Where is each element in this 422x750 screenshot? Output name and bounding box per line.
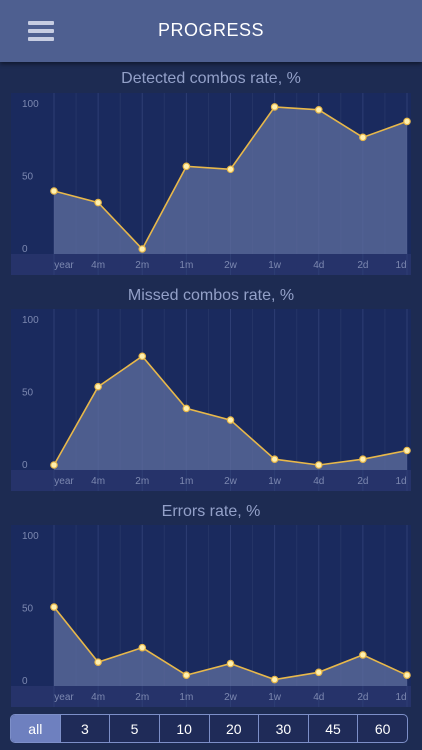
x-tick-label: year	[54, 692, 74, 703]
data-point	[314, 668, 323, 677]
x-tick-label: 1d	[395, 260, 406, 271]
data-point	[270, 455, 279, 464]
x-tick-label: 1w	[268, 692, 282, 703]
y-tick-label: 0	[22, 244, 28, 255]
x-axis-band	[11, 470, 411, 491]
range-option-45[interactable]: 45	[307, 715, 358, 742]
y-tick-label: 50	[22, 604, 34, 615]
y-tick-label: 100	[22, 99, 39, 110]
x-tick-label: 4m	[91, 476, 105, 487]
data-point	[403, 117, 411, 126]
range-option-10[interactable]: 10	[158, 715, 209, 742]
data-point	[50, 603, 58, 611]
data-point	[403, 446, 411, 455]
data-point	[50, 461, 58, 469]
data-point	[138, 643, 147, 652]
chart-title-errors: Errors rate, %	[161, 503, 261, 520]
data-point	[359, 455, 367, 464]
x-tick-label: year	[54, 476, 74, 487]
data-point	[94, 382, 102, 391]
x-tick-label: 1d	[395, 476, 406, 487]
data-point	[182, 671, 191, 680]
x-tick-label: 2d	[357, 692, 368, 703]
data-point	[138, 352, 147, 361]
x-axis-band	[11, 254, 411, 275]
data-point	[270, 675, 279, 684]
x-tick-label: 4d	[313, 692, 324, 703]
x-tick-label: 2d	[357, 476, 368, 487]
data-point	[403, 671, 411, 680]
x-tick-label: 2w	[224, 476, 238, 487]
range-filter: all 3 5 10 20 30 45 60	[10, 714, 408, 743]
x-tick-label: year	[54, 260, 74, 271]
range-option-30[interactable]: 30	[258, 715, 308, 742]
data-point	[50, 187, 58, 195]
data-point	[359, 133, 367, 142]
range-option-60[interactable]: 60	[357, 715, 407, 742]
y-tick-label: 100	[22, 315, 39, 326]
data-point	[314, 105, 323, 114]
series-area	[54, 607, 407, 686]
x-tick-label: 1w	[268, 476, 282, 487]
chart-title-missed-combos: Missed combos rate, %	[127, 287, 295, 304]
y-tick-label: 0	[22, 460, 28, 471]
x-tick-label: 4m	[91, 692, 105, 703]
page-title: PROGRESS	[157, 20, 265, 40]
data-point	[226, 659, 235, 668]
data-point	[226, 165, 235, 174]
x-tick-label: 4m	[91, 260, 105, 271]
x-tick-label: 1m	[179, 692, 193, 703]
data-point	[182, 404, 191, 413]
x-axis-band	[11, 686, 411, 707]
data-point	[314, 461, 323, 469]
x-tick-label: 1m	[179, 260, 193, 271]
y-tick-label: 100	[22, 531, 39, 542]
data-point	[94, 658, 102, 666]
hamburger-menu-icon[interactable]	[28, 21, 54, 41]
series-area	[54, 106, 407, 255]
x-tick-label: 1d	[395, 692, 406, 703]
top-bar: PROGRESS	[0, 0, 422, 62]
y-tick-label: 50	[22, 388, 34, 399]
range-option-3[interactable]: 3	[59, 715, 110, 742]
x-tick-label: 4d	[313, 476, 324, 487]
x-tick-label: 1m	[179, 476, 193, 487]
chart-errors: 100 50 0 year 4m 2m 1m 2w 1w 4d 2d 1d	[0, 525, 422, 709]
data-point	[94, 198, 102, 207]
y-tick-label: 0	[22, 676, 28, 687]
range-option-20[interactable]: 20	[208, 715, 259, 742]
chart-detected-combos: 100 50 0 year 4m 2m 1m 2w 1w 4d 2d 1d	[0, 93, 422, 277]
y-tick-label: 50	[22, 172, 34, 183]
x-tick-label: 4d	[313, 260, 324, 271]
x-tick-label: 2m	[135, 260, 149, 271]
range-option-all[interactable]: all	[11, 715, 60, 742]
data-point	[270, 103, 279, 111]
range-option-5[interactable]: 5	[109, 715, 159, 742]
x-tick-label: 2d	[357, 260, 368, 271]
x-tick-label: 2w	[224, 692, 238, 703]
data-point	[138, 245, 147, 253]
data-point	[226, 416, 235, 424]
x-tick-label: 2m	[135, 476, 149, 487]
x-tick-label: 2m	[135, 692, 149, 703]
data-point	[182, 162, 191, 171]
x-tick-label: 1w	[268, 260, 282, 271]
x-tick-label: 2w	[224, 260, 238, 271]
chart-missed-combos: 100 50 0 year 4m 2m 1m 2w 1w 4d 2d 1d	[0, 309, 422, 493]
chart-title-detected-combos: Detected combos rate, %	[121, 70, 301, 87]
series-area	[54, 356, 407, 470]
data-point	[359, 651, 367, 659]
